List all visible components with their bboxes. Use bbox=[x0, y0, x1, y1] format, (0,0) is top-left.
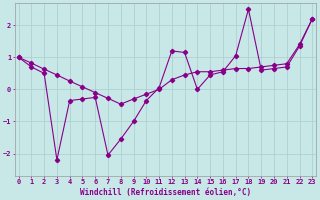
X-axis label: Windchill (Refroidissement éolien,°C): Windchill (Refroidissement éolien,°C) bbox=[80, 188, 251, 197]
